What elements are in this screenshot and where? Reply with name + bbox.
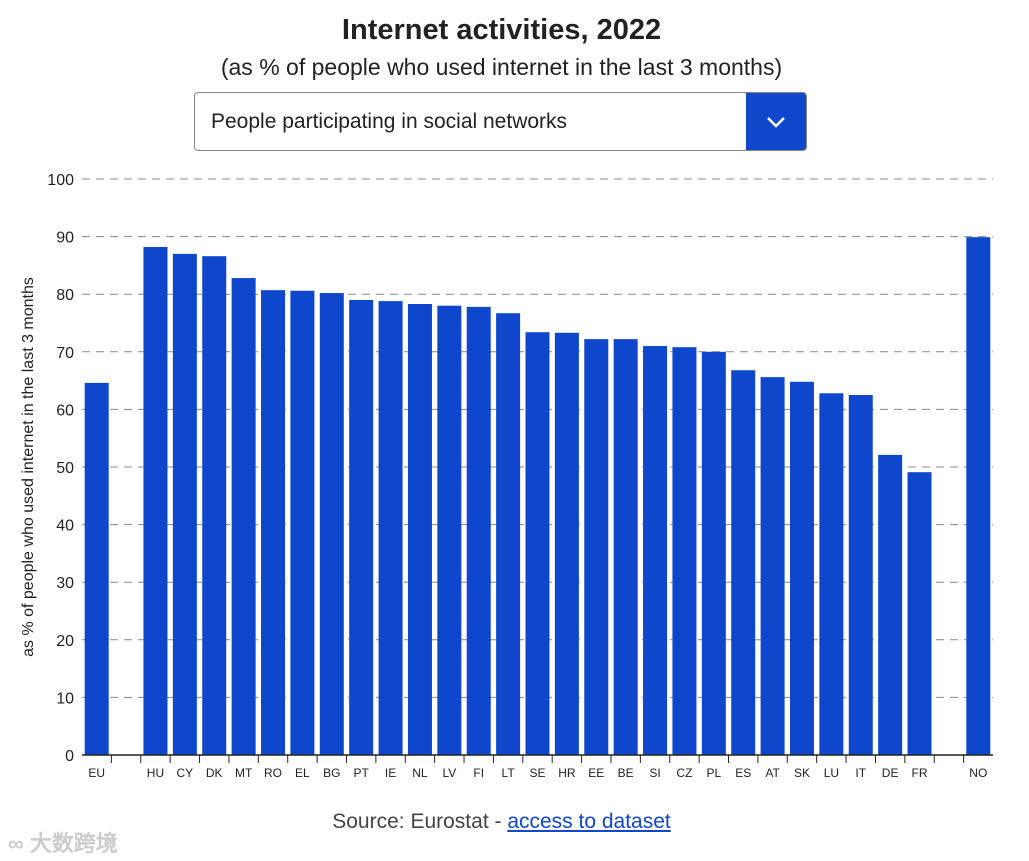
bar-it: [848, 395, 873, 755]
dropdown-value: People participating in social networks: [211, 109, 568, 133]
bar-hr: [554, 332, 579, 755]
x-tick-label: EU: [88, 766, 105, 780]
x-tick-label: MT: [235, 766, 253, 780]
x-tick-label: BG: [323, 766, 340, 780]
x-tick-label: LT: [502, 766, 516, 780]
x-tick-label: PL: [706, 766, 721, 780]
x-tick-label: FI: [473, 766, 484, 780]
x-tick-label: EE: [588, 766, 604, 780]
x-tick-label: SI: [649, 766, 660, 780]
bar-se: [525, 332, 550, 755]
bar-lt: [496, 313, 521, 755]
x-tick-label: EL: [295, 766, 310, 780]
bar-lv: [437, 305, 462, 755]
x-tick-label: IT: [855, 766, 866, 780]
x-tick-label: SE: [529, 766, 545, 780]
x-tick-label: HR: [558, 766, 576, 780]
x-tick-label: CY: [177, 766, 194, 780]
chart-title: Internet activities, 2022: [341, 14, 662, 46]
x-tick-label: HU: [147, 766, 164, 780]
x-tick-label: AT: [765, 766, 780, 780]
bar-be: [613, 339, 638, 755]
bar-lu: [819, 393, 844, 755]
bar-hu: [143, 246, 168, 755]
bar-pl: [701, 351, 726, 755]
chevron-down-icon: [767, 116, 785, 128]
x-tick-label: RO: [264, 766, 282, 780]
y-tick-label: 100: [47, 172, 74, 189]
bar-ro: [261, 290, 286, 755]
y-tick-label: 90: [56, 230, 74, 247]
bar-fr: [907, 472, 932, 755]
bar-fi: [466, 306, 491, 755]
y-tick-label: 40: [56, 518, 74, 535]
y-tick-label: 80: [56, 287, 74, 304]
y-tick-label: 50: [56, 460, 74, 477]
bar-el: [290, 290, 315, 755]
x-tick-label: IE: [385, 766, 396, 780]
y-tick-label: 30: [56, 575, 74, 592]
x-tick-label: LV: [442, 766, 456, 780]
x-tick-label: DK: [206, 766, 223, 780]
x-tick-label: PT: [354, 766, 370, 780]
bar-eu: [84, 382, 109, 755]
bar-dk: [202, 256, 227, 755]
x-tick-label: ES: [735, 766, 751, 780]
y-axis-label: as % of people who used internet in the …: [20, 277, 37, 657]
bar-es: [731, 370, 756, 755]
y-tick-label: 0: [65, 748, 74, 765]
indicator-dropdown[interactable]: People participating in social networks: [194, 92, 807, 151]
x-tick-label: FR: [912, 766, 928, 780]
bar-bg: [319, 293, 344, 755]
x-tick-label: BE: [618, 766, 634, 780]
bar-no: [966, 237, 991, 755]
x-tick-label: NL: [412, 766, 428, 780]
chart-subtitle: (as % of people who used internet in the…: [220, 54, 783, 80]
bar-mt: [231, 278, 256, 755]
x-tick-label: LU: [824, 766, 839, 780]
dropdown-button[interactable]: [746, 93, 806, 150]
bar-chart: 0 10 20 30 40 50 60 70 80 90 100 as % of people who…: [20, 172, 993, 780]
bar-si: [643, 346, 668, 755]
bar-cy: [172, 253, 197, 755]
bar-ee: [584, 339, 609, 755]
source-text: Source: Eurostat -: [332, 810, 508, 833]
x-tick-label: CZ: [676, 766, 692, 780]
bar-cz: [672, 347, 697, 755]
x-tick-label: NO: [969, 766, 987, 780]
bar-pt: [349, 299, 374, 755]
x-tick-label: DE: [882, 766, 899, 780]
y-tick-label: 70: [56, 345, 74, 362]
y-tick-label: 20: [56, 633, 74, 650]
y-tick-label: 60: [56, 402, 74, 419]
watermark-logo: ∞ 大数跨境: [8, 831, 118, 856]
y-tick-label: 10: [56, 690, 74, 707]
bar-at: [760, 377, 785, 755]
source-line: Source: Eurostat - access to dataset: [0, 810, 1003, 834]
bar-sk: [789, 381, 814, 755]
x-tick-label: SK: [794, 766, 810, 780]
bar-de: [878, 454, 903, 755]
dataset-link[interactable]: access to dataset: [507, 810, 671, 833]
bar-nl: [407, 303, 432, 755]
bar-ie: [378, 301, 403, 755]
